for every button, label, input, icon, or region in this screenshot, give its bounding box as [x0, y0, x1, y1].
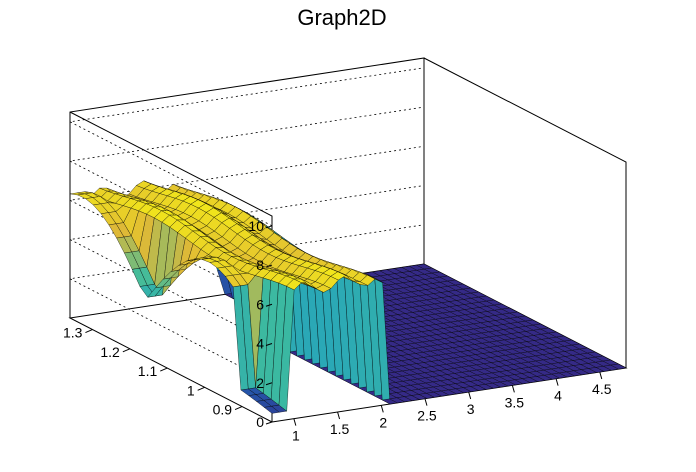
z-tick-mark — [265, 382, 273, 386]
z-tick-mark — [265, 421, 273, 425]
z-tick-mark — [265, 343, 273, 346]
x-tick-label: 2.5 — [417, 408, 437, 424]
frame-back-wall — [69, 57, 425, 318]
y-tick-label: 1.1 — [138, 363, 158, 379]
surface-cell — [610, 363, 627, 370]
x-tick-label: 1.5 — [330, 421, 350, 437]
y-tick-label: 0.9 — [213, 402, 233, 418]
y-tick-label: 1 — [187, 382, 195, 398]
x-tick-label: 2 — [379, 414, 387, 430]
grid-line — [68, 224, 425, 384]
z-tick-mark — [265, 225, 273, 229]
z-tick-label: 6 — [256, 296, 264, 312]
y-tick-mark — [85, 329, 93, 334]
axes: 0 2 4 6 8 10 0.9 1 1.1 1.2 1.3 1 1.5 2 2.5 3 3.5 4 4.5 — [63, 218, 612, 444]
y-tick-mark — [122, 348, 131, 353]
x-tick-mark — [468, 391, 472, 400]
x-tick-mark — [380, 405, 384, 413]
x-tick-mark — [599, 371, 603, 380]
z-tick-mark — [265, 264, 273, 268]
x-tick-mark — [511, 385, 515, 393]
frame-right-wall — [423, 57, 627, 368]
y-tick-mark — [197, 386, 205, 391]
chart-title: Graph2D — [297, 5, 386, 30]
z-tick-label: 4 — [256, 336, 264, 352]
y-tick-mark — [160, 367, 168, 372]
x-tick-mark — [424, 398, 428, 406]
x-tick-mark — [293, 418, 297, 426]
z-tick-label: 0 — [256, 414, 264, 430]
x-tick-label: 4.5 — [592, 381, 612, 397]
grid-line — [68, 67, 425, 227]
y-tick-label: 1.3 — [63, 325, 83, 341]
grid-line — [68, 145, 425, 305]
x-tick-mark — [555, 378, 559, 386]
x-tick-label: 3.5 — [505, 394, 525, 410]
z-tick-label: 10 — [248, 218, 264, 234]
x-tick-mark — [337, 411, 341, 420]
z-tick-label: 8 — [256, 257, 264, 273]
grid-line — [68, 185, 425, 344]
z-tick-mark — [265, 303, 273, 307]
y-tick-label: 1.2 — [100, 344, 120, 360]
x-tick-label: 4 — [554, 388, 562, 404]
x-tick-label: 1 — [292, 428, 300, 444]
z-tick-label: 2 — [256, 375, 264, 391]
surface-plot — [69, 180, 627, 414]
x-tick-label: 3 — [467, 401, 475, 417]
y-tick-mark — [234, 406, 243, 411]
